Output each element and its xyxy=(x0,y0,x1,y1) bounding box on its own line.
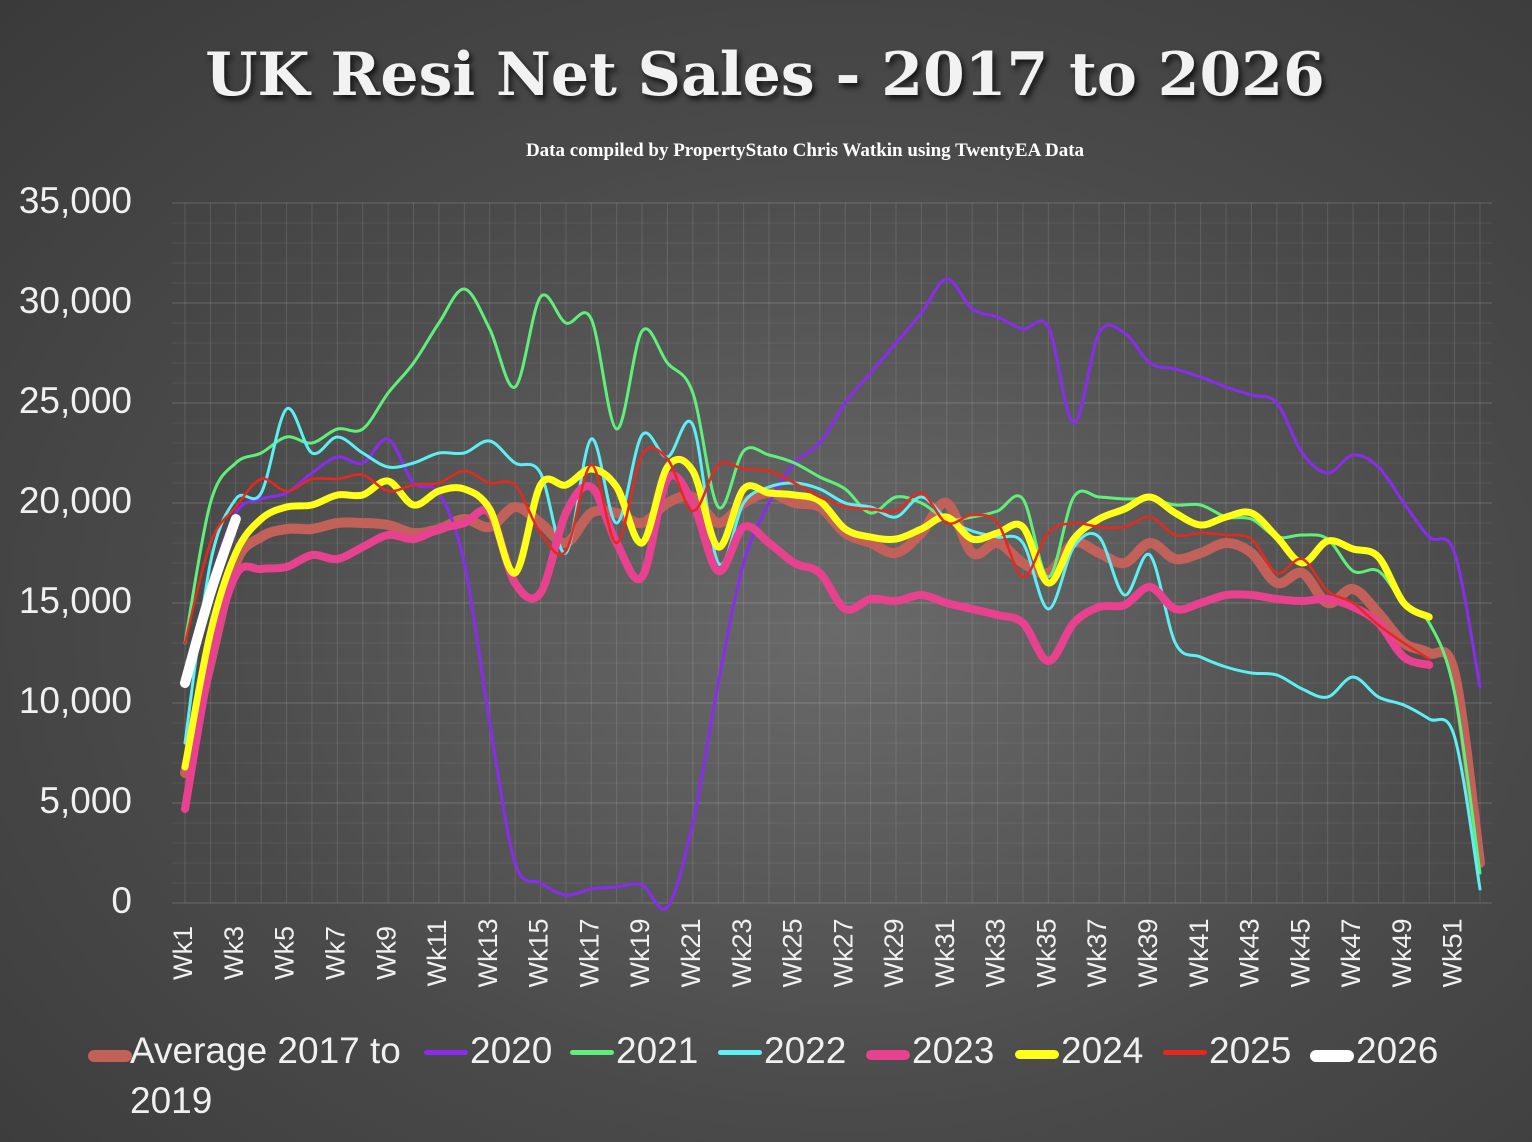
x-tick-label: Wk37 xyxy=(1082,918,1112,987)
legend-swatch xyxy=(1310,1050,1354,1062)
x-tick-label: Wk13 xyxy=(473,918,503,987)
x-tick-label: Wk1 xyxy=(168,926,198,980)
x-tick-label: Wk47 xyxy=(1336,918,1366,987)
y-tick-label: 15,000 xyxy=(19,580,132,621)
legend-label: 2022 xyxy=(764,1030,847,1071)
x-tick-label: Wk19 xyxy=(625,918,655,987)
x-tick-label: Wk15 xyxy=(524,918,554,987)
x-tick-label: Wk21 xyxy=(676,918,706,987)
x-tick-label: Wk49 xyxy=(1387,918,1417,987)
legend-label: 2023 xyxy=(912,1030,995,1071)
legend-label: Average 2017 to 2019 xyxy=(130,1030,401,1121)
x-tick-label: Wk7 xyxy=(320,926,350,980)
legend-label: 2024 xyxy=(1061,1030,1144,1071)
legend-swatch xyxy=(570,1050,614,1055)
legend-item: 2023 xyxy=(866,1026,994,1076)
legend-swatch xyxy=(866,1050,910,1060)
legend-swatch xyxy=(88,1050,132,1062)
x-tick-label: Wk31 xyxy=(930,918,960,987)
chart-subtitle: Data compiled by PropertyStato Chris Wat… xyxy=(526,140,1085,161)
x-tick-label: Wk35 xyxy=(1031,918,1061,987)
x-tick-label: Wk9 xyxy=(371,926,401,980)
x-tick-label: Wk27 xyxy=(828,918,858,987)
x-tick-label: Wk41 xyxy=(1184,918,1214,987)
x-tick-label: Wk5 xyxy=(270,926,300,980)
legend: Average 2017 to 2019 2020 2021 2022 2023 2024… xyxy=(0,1026,1532,1136)
series-line xyxy=(183,277,1482,911)
x-tick-label: Wk3 xyxy=(219,926,249,980)
legend-label: 2021 xyxy=(616,1030,699,1071)
y-tick-label: 20,000 xyxy=(19,480,132,521)
y-tick-label: 30,000 xyxy=(19,280,132,321)
legend-item: Average 2017 to 2019 xyxy=(88,1026,415,1126)
series-line xyxy=(183,446,1431,661)
y-tick-label: 35,000 xyxy=(19,180,132,221)
x-tick-label: Wk11 xyxy=(422,919,452,986)
legend-item: 2025 xyxy=(1163,1026,1291,1076)
x-tick-label: Wk43 xyxy=(1235,918,1265,987)
legend-item: 2024 xyxy=(1015,1026,1143,1076)
x-tick-label: Wk33 xyxy=(981,918,1011,987)
legend-label: 2026 xyxy=(1356,1030,1439,1071)
legend-item: 2021 xyxy=(570,1026,698,1076)
x-tick-label: Wk17 xyxy=(574,918,604,987)
y-tick-label: 10,000 xyxy=(19,680,132,721)
legend-item: 2022 xyxy=(718,1026,846,1076)
legend-label: 2020 xyxy=(470,1030,553,1071)
x-tick-label: Wk39 xyxy=(1133,918,1163,987)
x-tick-label: Wk25 xyxy=(778,918,808,987)
legend-item: 2026 xyxy=(1310,1026,1438,1076)
series-line xyxy=(183,407,1482,891)
series-line xyxy=(181,455,1433,771)
legend-item: 2020 xyxy=(424,1026,552,1076)
x-tick-label: Wk23 xyxy=(727,918,757,987)
y-tick-label: 0 xyxy=(111,880,132,921)
legend-swatch xyxy=(718,1050,762,1055)
x-tick-label: Wk29 xyxy=(879,918,909,987)
chart: UK Resi Net Sales - 2017 to 2026 Data co… xyxy=(18,40,1485,988)
x-tick-label: Wk45 xyxy=(1285,918,1315,987)
y-tick-label: 25,000 xyxy=(19,380,132,421)
legend-swatch xyxy=(424,1050,468,1055)
series-line xyxy=(180,514,241,688)
y-tick-label: 5,000 xyxy=(39,780,132,821)
series-line xyxy=(181,471,1434,813)
x-tick-label: Wk51 xyxy=(1438,918,1468,987)
legend-swatch xyxy=(1163,1050,1207,1055)
chart-title: UK Resi Net Sales - 2017 to 2026 xyxy=(205,40,1325,110)
legend-label: 2025 xyxy=(1209,1030,1292,1071)
legend-swatch xyxy=(1015,1050,1059,1059)
